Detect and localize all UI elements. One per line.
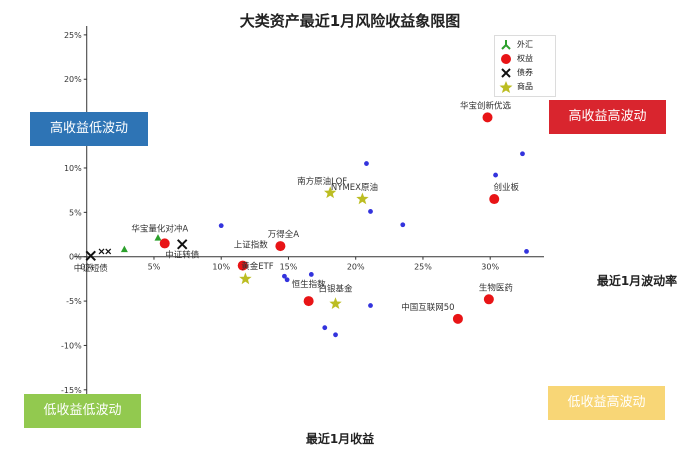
- data-label: 生物医药: [479, 282, 513, 293]
- legend-label: 商品: [517, 82, 533, 91]
- data-point-equity: [237, 260, 248, 271]
- data-point-bond-stroke: [177, 239, 188, 250]
- legend-entry-equity: 权益: [495, 52, 555, 66]
- data-point-bond-stroke: [98, 248, 105, 255]
- data-label: 华宝创新优选: [460, 100, 512, 111]
- data-label: 黄金ETF: [241, 261, 274, 272]
- y-tick-label: 10%: [64, 164, 82, 173]
- data-point-other: [282, 273, 287, 279]
- data-point-commodity: [239, 272, 252, 285]
- data-point-bond-stroke: [85, 250, 96, 262]
- data-point-other: [308, 272, 314, 277]
- data-point-bond-stroke: [105, 248, 112, 255]
- quadrant-label-top-left: 高收益低波动: [30, 112, 148, 146]
- data-label: 恒生指数: [292, 279, 327, 290]
- y-tick-label: 5%: [69, 208, 82, 217]
- data-point-other: [368, 303, 373, 308]
- data-label: 中证短债: [74, 263, 109, 274]
- data-point-equity: [303, 296, 314, 307]
- data-point-equity: [483, 294, 494, 305]
- data-label: NYMEX原油: [331, 182, 378, 193]
- data-point-fx: [154, 234, 162, 241]
- legend-entry-fx: 外汇: [495, 38, 555, 52]
- x-tick-label: 0%: [80, 263, 93, 272]
- data-label: 华宝量化对冲A: [131, 223, 188, 234]
- y-tick-label: 25%: [64, 31, 82, 40]
- chart-legend: 外汇 权益 债券 商品: [494, 35, 556, 97]
- x-tick-label: 5%: [148, 263, 161, 272]
- data-point-equity: [159, 238, 170, 249]
- data-point-fx: [120, 245, 128, 253]
- quadrant-label-top-right: 高收益高波动: [549, 100, 666, 134]
- legend-label: 债券: [517, 68, 533, 77]
- data-point-commodity: [356, 192, 369, 205]
- data-point-commodity: [324, 186, 337, 199]
- y-tick-label: -15%: [61, 386, 82, 395]
- data-point-other: [400, 222, 406, 228]
- legend-label: 权益: [517, 54, 533, 63]
- data-point-other: [364, 161, 369, 166]
- data-point-other: [218, 223, 224, 229]
- x-axis-label: 最近1月波动率: [596, 274, 678, 288]
- data-label: 中证转债: [165, 249, 200, 260]
- data-label: 中国互联网50: [401, 302, 454, 313]
- y-tick-label: 0%: [69, 253, 82, 262]
- data-point-equity: [275, 241, 286, 252]
- y-tick-label: -10%: [61, 341, 82, 350]
- y-tick-label: 20%: [64, 75, 82, 84]
- legend-label: 外汇: [517, 40, 533, 49]
- data-point-commodity: [329, 297, 342, 309]
- circle-marker-icon: [501, 54, 511, 64]
- data-point-other: [322, 325, 328, 331]
- x-tick-label: 20%: [347, 263, 365, 272]
- data-point-other: [493, 172, 498, 178]
- data-label: 南方原油LOF: [297, 176, 347, 187]
- x-tick-label: 30%: [481, 263, 499, 272]
- y-axis-label: 最近1月收益: [305, 432, 375, 446]
- data-label: 白银基金: [319, 284, 354, 295]
- data-point-other: [284, 277, 290, 283]
- chart-title: 大类资产最近1月风险收益象限图: [239, 12, 461, 30]
- data-point-other: [333, 332, 338, 338]
- data-label: 万得全A: [268, 229, 300, 240]
- data-point-equity: [452, 313, 463, 324]
- star-marker-icon: [499, 81, 513, 93]
- y-tick-label: -5%: [66, 297, 82, 306]
- legend-entry-bond: 债券: [495, 66, 555, 80]
- x-marker-icon: [501, 68, 511, 78]
- data-point-equity: [489, 194, 500, 205]
- x-tick-label: 25%: [414, 263, 432, 272]
- quadrant-label-bottom-right: 低收益高波动: [548, 386, 665, 420]
- data-point-other: [368, 209, 373, 214]
- data-point-other: [524, 248, 529, 254]
- x-tick-label: 10%: [212, 263, 230, 272]
- data-label: 上证指数: [234, 240, 269, 251]
- quadrant-label-bottom-left: 低收益低波动: [24, 394, 141, 428]
- x-tick-label: 15%: [280, 263, 298, 272]
- data-label: 创业板: [493, 182, 519, 193]
- data-point-equity: [482, 112, 493, 123]
- legend-entry-commodity: 商品: [495, 80, 555, 94]
- data-point-other: [520, 151, 525, 157]
- tri-marker-icon: [501, 40, 511, 50]
